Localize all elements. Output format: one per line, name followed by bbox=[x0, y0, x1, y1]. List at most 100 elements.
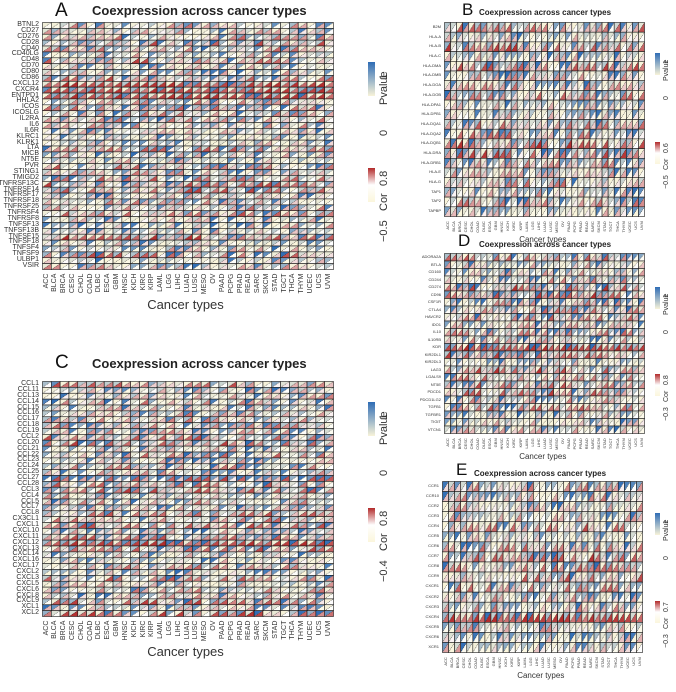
heatmap-grid bbox=[444, 22, 645, 217]
column-label-skcm: SKCM bbox=[594, 657, 600, 669]
row-label-hla-dob: HLA-DOB bbox=[423, 91, 441, 97]
row-label-micb: MICB bbox=[21, 150, 40, 158]
column-label-read: READ bbox=[584, 438, 590, 450]
heatmap-grid bbox=[42, 381, 334, 617]
column-label-acc: ACC bbox=[42, 621, 50, 636]
row-label-btla: BTLA bbox=[430, 261, 441, 267]
column-label-read: READ bbox=[245, 621, 253, 641]
column-label-lgg: LGG bbox=[527, 657, 533, 666]
row-label-il6r: IL6R bbox=[24, 126, 39, 134]
row-label-cd80: CD80 bbox=[21, 68, 39, 75]
row-label-lgals9: LGALS9 bbox=[425, 374, 441, 379]
column-label-coad: COAD bbox=[86, 274, 94, 295]
column-label-esca: ESCA bbox=[485, 657, 491, 668]
row-label-cxcl9: CXCL9 bbox=[16, 597, 39, 605]
row-label-tnfsf18: TNFSF18 bbox=[8, 238, 39, 246]
row-label-ccr5: CCR5 bbox=[428, 533, 439, 539]
column-label-meso: MESO bbox=[201, 621, 209, 642]
row-label-cxcl10: CXCL10 bbox=[12, 526, 39, 534]
column-label-stad: STAD bbox=[602, 221, 608, 232]
row-label-cxcl5: CXCL5 bbox=[16, 579, 39, 587]
column-label-dlbc: DLBC bbox=[95, 274, 103, 293]
cor-legend-colorbar bbox=[655, 601, 660, 623]
column-label-ucec: UCEC bbox=[626, 438, 632, 450]
column-label-chol: CHOL bbox=[467, 657, 473, 669]
column-label-thym: THYM bbox=[620, 221, 626, 233]
cor-legend-min: −0.5 bbox=[663, 175, 670, 190]
pvalue-legend-min: 0 bbox=[663, 556, 670, 561]
column-label-lgg: LGG bbox=[166, 621, 173, 636]
column-label-pcpg: PCPG bbox=[572, 438, 578, 450]
row-label-hhla2: HHLA2 bbox=[16, 97, 39, 105]
row-label-ccl2: CCL2 bbox=[21, 432, 39, 440]
column-label-ucs: UCS bbox=[632, 221, 638, 230]
column-label-acc: ACC bbox=[444, 221, 450, 230]
column-label-tgct: TGCT bbox=[606, 657, 612, 668]
column-label-ucs: UCS bbox=[315, 274, 323, 289]
row-labels: B2M HLA-A HLA-B HLA-C HLA-DMA HLA-DMB HLA-DOA H… bbox=[375, 22, 441, 216]
row-label-ccr8: CCR8 bbox=[428, 563, 439, 569]
row-label-hla-doa: HLA-DOA bbox=[423, 82, 441, 88]
x-axis-label: Cancer types bbox=[147, 644, 224, 660]
row-label-cx3cl1: CX3CL1 bbox=[12, 515, 39, 523]
column-label-kirp: KIRP bbox=[148, 274, 156, 291]
row-label-hla-e: HLA-E bbox=[429, 169, 441, 175]
row-label-tmigd2: TMIGD2 bbox=[12, 173, 39, 181]
row-label-ctla4: CTLA4 bbox=[428, 306, 441, 312]
row-label-ccl8: CCL8 bbox=[21, 509, 39, 517]
column-label-kich: KICH bbox=[505, 438, 511, 448]
column-label-read: READ bbox=[584, 221, 590, 233]
chart-title: Coexpression across cancer types bbox=[479, 8, 612, 17]
row-label-tgfb1: TGFB1 bbox=[428, 404, 441, 409]
column-label-pcpg: PCPG bbox=[227, 621, 235, 641]
row-label-cxcl6: CXCL6 bbox=[16, 585, 39, 593]
column-label-acc: ACC bbox=[42, 274, 50, 289]
row-labels: ADORA2A BTLA CD160 CD244 CD274 CD96 CSF1R CTLA4… bbox=[375, 253, 441, 433]
column-label-brca: BRCA bbox=[454, 657, 460, 669]
row-label-cd244: CD244 bbox=[428, 276, 441, 282]
column-label-uvm: UVM bbox=[636, 657, 642, 666]
row-label-ccl15: CCL15 bbox=[17, 403, 39, 411]
row-label-ccl14: CCL14 bbox=[17, 397, 39, 405]
column-label-blca: BLCA bbox=[51, 274, 59, 293]
cor-legend-colorbar bbox=[655, 142, 660, 164]
cor-legend-title: Cor bbox=[663, 390, 670, 402]
row-label-lag3: LAG3 bbox=[430, 366, 441, 372]
cor-legend-colorbar bbox=[368, 168, 376, 202]
row-label-tap2: TAP2 bbox=[431, 198, 441, 204]
row-label-ccl25: CCL25 bbox=[17, 468, 39, 476]
column-label-esca: ESCA bbox=[104, 621, 112, 641]
column-label-thym: THYM bbox=[298, 274, 306, 294]
row-label-tnfrsf25: TNFRSF25 bbox=[3, 203, 39, 211]
row-label-hla-dqa2: HLA-DQA2 bbox=[420, 130, 441, 136]
column-label-paad: PAAD bbox=[566, 221, 572, 232]
column-label-stad: STAD bbox=[602, 438, 608, 449]
column-label-skcm: SKCM bbox=[596, 438, 602, 450]
column-label-luad: LUAD bbox=[183, 274, 191, 293]
column-label-hnsc: HNSC bbox=[499, 438, 505, 450]
column-label-hnsc: HNSC bbox=[121, 621, 129, 641]
column-label-thym: THYM bbox=[620, 438, 626, 450]
row-label-tnfsf15: TNFSF15 bbox=[8, 232, 39, 240]
chart-title: Coexpression across cancer types bbox=[479, 240, 612, 249]
row-label-kir2dl3: KIR2DL3 bbox=[424, 359, 441, 364]
column-label-meso: MESO bbox=[201, 274, 209, 295]
column-label-luad: LUAD bbox=[541, 221, 547, 232]
column-label-thca: THCA bbox=[614, 438, 620, 449]
column-label-cesc: CESC bbox=[69, 274, 76, 294]
column-label-kirc: KIRC bbox=[511, 221, 517, 231]
column-label-read: READ bbox=[582, 657, 588, 669]
column-label-coad: COAD bbox=[473, 657, 479, 669]
panel-letter: D bbox=[458, 231, 471, 250]
column-label-prad: PRAD bbox=[576, 657, 582, 669]
pvalue-legend-colorbar bbox=[655, 53, 660, 75]
row-label-tnfsf4: TNFSF4 bbox=[12, 244, 39, 252]
row-label-ccr10: CCR10 bbox=[425, 493, 439, 499]
row-label-xcl2: XCL2 bbox=[21, 609, 39, 617]
row-label-ccl20: CCL20 bbox=[17, 438, 39, 446]
row-label-cxcl11: CXCL11 bbox=[13, 532, 39, 540]
column-label-skcm: SKCM bbox=[263, 274, 270, 295]
column-label-lihc: LIHC bbox=[535, 438, 541, 448]
row-label-ccr1: CCR1 bbox=[428, 483, 439, 488]
column-label-gbm: GBM bbox=[113, 274, 121, 290]
